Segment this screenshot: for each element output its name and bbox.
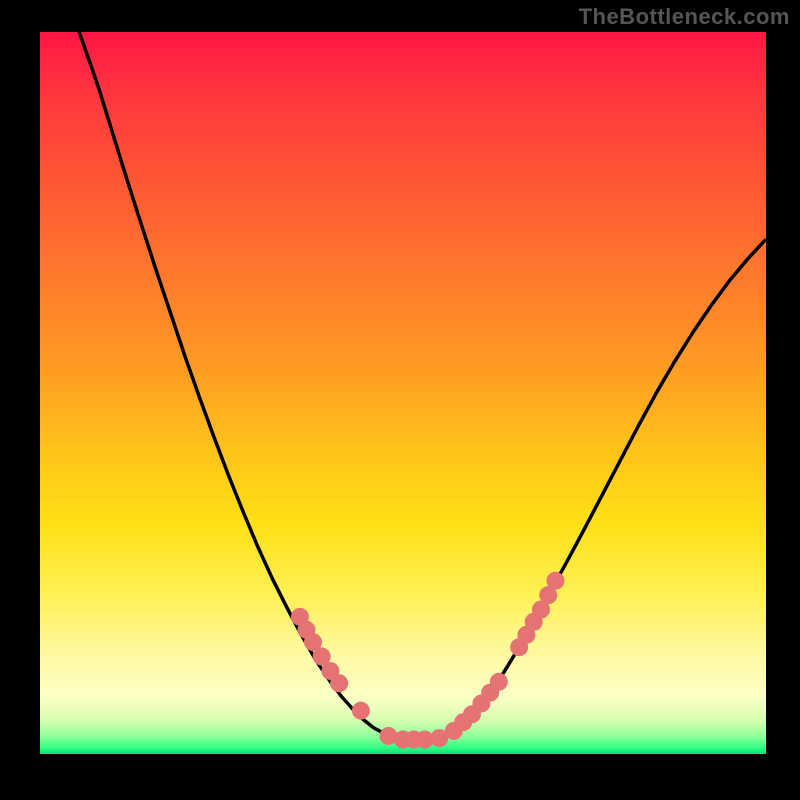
chart-root: TheBottleneck.com [0, 0, 800, 800]
marker-dot [330, 674, 348, 692]
chart-svg [0, 0, 800, 800]
watermark-text: TheBottleneck.com [579, 4, 790, 30]
marker-dot [546, 572, 564, 590]
marker-dot [352, 702, 370, 720]
marker-dot [490, 673, 508, 691]
